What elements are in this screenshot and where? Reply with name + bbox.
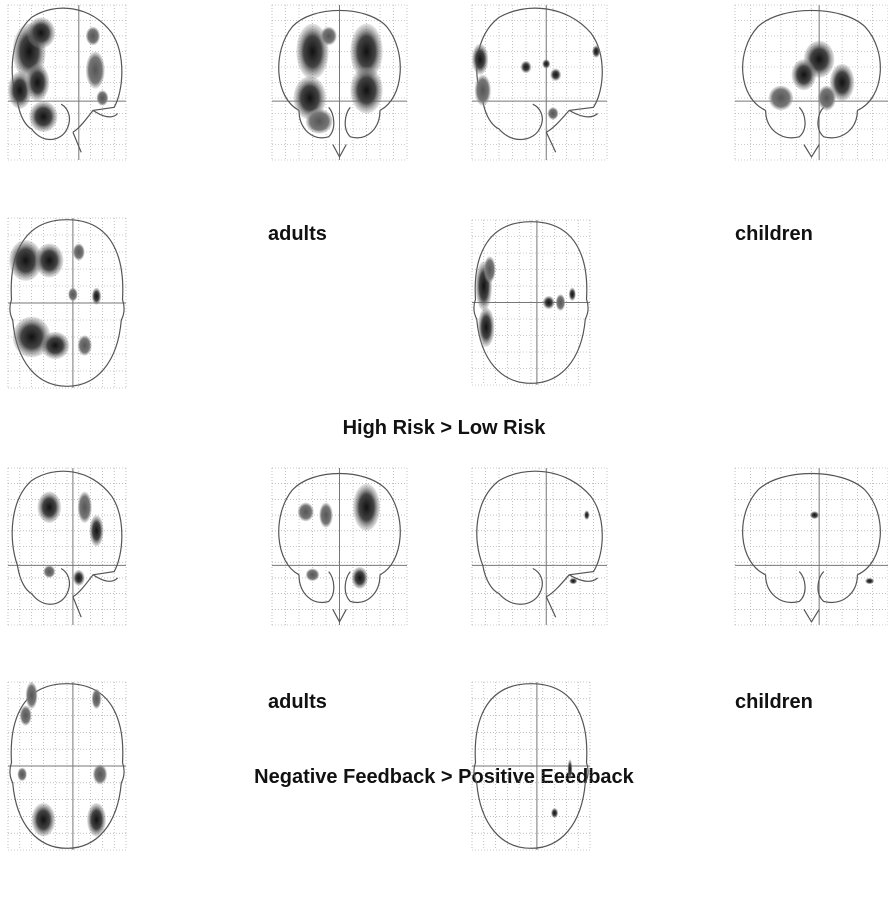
activation [27,17,55,48]
activation [472,44,488,75]
group-label: children [735,691,813,713]
activation [97,90,109,106]
activation [306,109,333,134]
glass-brain [472,5,607,160]
activation [556,294,565,311]
section-title: Negative Feedback > Positive Eeedback [254,766,635,788]
brain-outline [477,471,603,617]
activation [543,296,555,309]
activation [86,27,100,46]
activation [89,515,103,546]
activation [78,492,92,523]
activation [32,803,56,837]
figure: adults children High Risk > Low Risk adu… [0,0,888,901]
activation [475,75,491,106]
activation [321,27,337,46]
glass-brain [8,5,126,160]
activation [43,565,55,578]
activation [353,484,380,531]
activation [306,568,320,581]
glass-brain [472,220,590,385]
glass-brain [472,468,607,625]
activation [41,332,69,359]
activation [86,52,105,89]
activation [478,307,495,347]
activation [865,578,874,584]
group-label: adults [268,691,327,713]
activation [792,59,816,90]
activation [352,567,368,589]
activation [584,510,589,519]
group-label: adults [268,223,327,245]
glass-brain [472,682,590,850]
activation [569,578,577,584]
activation [38,492,62,523]
activation [319,503,333,528]
activation [350,67,382,114]
activation [592,45,600,57]
activation [298,503,314,522]
activation [35,244,63,278]
glass-brain [272,468,407,625]
activation [93,764,107,784]
activation [78,335,92,355]
activation [569,288,576,301]
activation [542,59,550,68]
activation [548,107,559,119]
glass-brain [735,5,888,160]
glass-brain [8,218,126,388]
activation [550,69,561,81]
activation [568,759,573,779]
activation [810,511,819,519]
activation [769,86,793,111]
activation [17,768,26,781]
activation [20,706,32,726]
activation [26,64,50,101]
activation [521,61,532,73]
brain-outline [12,471,122,617]
group-label: children [735,223,813,245]
section-title: High Risk > Low Risk [343,417,547,439]
glass-brain [8,682,126,850]
activation [551,808,558,818]
activation [73,570,85,586]
activation [92,288,101,305]
activation [26,682,38,709]
glass-brain [8,468,126,625]
activation [29,101,57,132]
activation [484,256,496,282]
activation [73,244,85,261]
activation [87,803,106,837]
activation [68,288,77,302]
glass-brain [735,468,888,625]
activation [92,689,101,709]
activation [818,86,836,111]
glass-brain [272,5,407,160]
